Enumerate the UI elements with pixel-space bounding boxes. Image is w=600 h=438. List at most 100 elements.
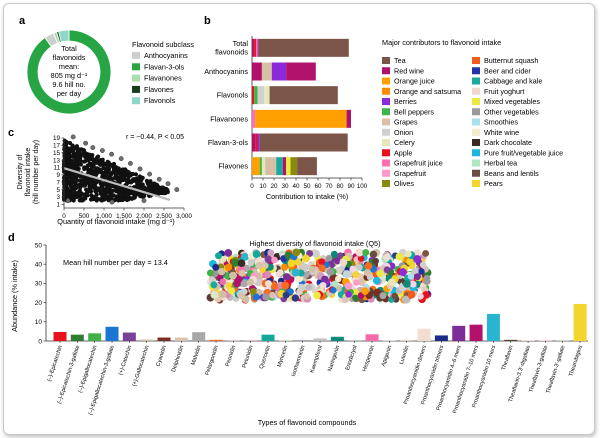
x-tick-label-60: 60 bbox=[314, 183, 322, 190]
scatter-y-tick-label-13: 13 bbox=[53, 157, 61, 164]
legend-label-dark-chocolate: Dark chocolate bbox=[484, 138, 532, 147]
diversity-dot bbox=[417, 293, 424, 300]
scatter-point bbox=[133, 192, 139, 198]
diversity-dot bbox=[210, 281, 218, 289]
x-tick-label-40: 40 bbox=[292, 183, 300, 190]
diversity-scatter-plot: 0 500 1,000 1,500 2,000 2,500 3,00013579111315… bbox=[53, 134, 192, 220]
bar-segment-anthocyanins-grapes-1 bbox=[261, 62, 272, 81]
diversity-dot bbox=[409, 280, 417, 288]
compound-bar-naringenin bbox=[330, 336, 344, 341]
compound-label-quercetin: Quercetin bbox=[259, 345, 272, 370]
legend-label-cabbage-and-kale: Cabbage and kale bbox=[484, 77, 542, 86]
scatter-point bbox=[76, 183, 81, 188]
scatter-y-tick-label-5: 5 bbox=[56, 187, 60, 194]
scatter-x-tick-label-2000: 2,000 bbox=[136, 213, 152, 220]
compound-bar-epicatechin-3-gallate bbox=[70, 334, 84, 341]
compounds-y-tick-label-0: 0 bbox=[38, 338, 42, 345]
compound-bar-cyanidin bbox=[157, 337, 171, 341]
diversity-dot bbox=[280, 263, 289, 271]
scatter-point bbox=[150, 187, 155, 192]
bar-segment-flavones-olives-7 bbox=[290, 157, 298, 176]
legend-label-celery: Celery bbox=[394, 138, 415, 147]
diversity-dot bbox=[364, 262, 373, 271]
legend-label-apple: Apple bbox=[394, 148, 412, 157]
compounds-x-label: Types of flavonoid compounds bbox=[258, 418, 357, 427]
scatter-point bbox=[68, 192, 74, 197]
x-tick-label-10: 10 bbox=[259, 183, 267, 190]
diversity-dot bbox=[291, 268, 300, 277]
scatter-point bbox=[133, 177, 139, 182]
compound-bar-theaflavin-3-3-digallate bbox=[521, 340, 535, 341]
diversity-dot bbox=[413, 255, 422, 264]
compound-bar-delphinidin bbox=[174, 337, 188, 341]
diversity-dot bbox=[303, 292, 311, 300]
scatter-point bbox=[105, 188, 110, 193]
scatter-point bbox=[154, 182, 159, 187]
diversity-dot bbox=[291, 294, 300, 302]
diversity-dot bbox=[333, 257, 341, 265]
legend-label-grapefruit: Grapefruit bbox=[394, 169, 426, 178]
diversity-dot bbox=[319, 282, 327, 289]
x-tick-label-30: 30 bbox=[281, 183, 289, 190]
compound-bar-proanthocyanidin-4-6-mers bbox=[452, 325, 466, 341]
scatter-trend-line bbox=[63, 167, 171, 201]
legend-label-flavan-3-ols: Flavan-3-ols bbox=[144, 62, 184, 71]
x-tick-label-20: 20 bbox=[270, 183, 278, 190]
compound-bar-theaflavin-3-gallate bbox=[556, 340, 570, 341]
compound-label-peonidin: Peonidin bbox=[225, 345, 237, 368]
compound-label-thearubigins: Thearubigins bbox=[568, 345, 584, 378]
scatter-point bbox=[94, 192, 99, 197]
diversity-dot bbox=[325, 254, 333, 262]
scatter-point bbox=[108, 184, 113, 190]
scatter-point bbox=[111, 162, 116, 167]
scatter-point bbox=[77, 157, 82, 162]
scatter-point bbox=[89, 193, 94, 198]
scatter-point bbox=[83, 151, 89, 156]
diversity-dot bbox=[336, 252, 344, 260]
diversity-dot bbox=[376, 269, 384, 278]
mean-hill-number-text: Mean hill number per day = 13.4 bbox=[63, 258, 168, 267]
center-line-6: per day bbox=[57, 89, 82, 98]
scatter-point bbox=[114, 174, 119, 179]
diversity-dot bbox=[369, 250, 378, 259]
diversity-dot bbox=[267, 249, 275, 257]
correlation-annotation: r = −0.44, P < 0.05 bbox=[126, 134, 184, 141]
scatter-point-outlier-9 bbox=[156, 176, 162, 182]
scatter-point bbox=[129, 196, 135, 201]
scatter-point bbox=[94, 198, 99, 203]
donut-slice-flavonols bbox=[58, 29, 70, 43]
diversity-dot bbox=[402, 280, 411, 288]
legend-label-flavanones: Flavanones bbox=[144, 74, 182, 83]
diversity-dot bbox=[407, 290, 416, 299]
bar-segment-flavones-mixed-vegetables-6 bbox=[286, 157, 291, 176]
diversity-dot bbox=[276, 269, 284, 277]
bar-category-label-flavones: Flavones bbox=[218, 162, 248, 171]
scatter-point-outlier-4 bbox=[109, 151, 115, 157]
compound-label-catechin: (+)-Catechin bbox=[118, 345, 133, 376]
bar-segment-flavonols-onion-2 bbox=[257, 86, 265, 105]
scatter-point bbox=[124, 181, 130, 186]
bar-segment-total-flavonoids-red-wine-0 bbox=[252, 38, 255, 57]
scatter-point bbox=[117, 171, 122, 176]
diversity-dot bbox=[351, 288, 360, 297]
bar-segment-flavones-celery-2 bbox=[261, 157, 266, 176]
diversity-dot bbox=[219, 278, 227, 285]
bar-segment-flavonols-tea-4 bbox=[269, 86, 338, 105]
diversity-dot bbox=[372, 276, 381, 285]
compound-label-theaflavin: Theaflavin bbox=[501, 345, 515, 371]
scatter-point-outlier-14 bbox=[141, 198, 147, 204]
scatter-point bbox=[82, 183, 88, 188]
subclass-legend: Anthocyanins Flavan-3-ols Flavanones Flavon… bbox=[132, 51, 188, 105]
scatter-point bbox=[125, 197, 130, 202]
scatter-point bbox=[140, 186, 145, 191]
compound-label-gallocatechin: (+)-Gallocatechin bbox=[132, 345, 151, 388]
diversity-dot bbox=[404, 250, 412, 258]
compound-label-theaflavin-3-gallate: Theaflavin-3-gallate bbox=[528, 345, 549, 394]
diversity-dot bbox=[293, 258, 302, 266]
compound-bar-proanthocyanidin-dimers bbox=[417, 328, 431, 341]
bar-category-label-anthocyanins: Anthocyanins bbox=[204, 67, 248, 76]
bar-segment-anthocyanins-red-wine-3 bbox=[286, 62, 316, 81]
scatter-y-tick-label-1: 1 bbox=[56, 202, 60, 209]
legend-swatch-herbal-tea bbox=[472, 159, 480, 167]
scatter-x-tick-label-2500: 2,500 bbox=[156, 213, 172, 220]
